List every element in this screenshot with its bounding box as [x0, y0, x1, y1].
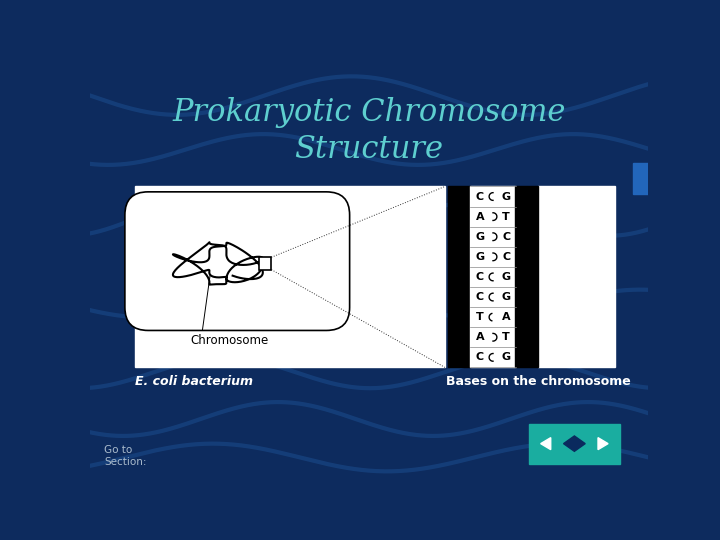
Bar [448, 186, 472, 367]
Text: C: C [476, 272, 484, 282]
Text: C: C [476, 353, 484, 362]
Text: Prokaryotic Chromosome: Prokaryotic Chromosome [172, 97, 566, 128]
Polygon shape [541, 437, 551, 450]
Text: C: C [502, 252, 510, 262]
Text: A: A [475, 332, 484, 342]
Text: Bases on the chromosome: Bases on the chromosome [446, 375, 631, 388]
Text: Structure: Structure [294, 134, 444, 165]
Text: C: C [476, 192, 484, 201]
Text: G: G [502, 272, 510, 282]
Text: Go to
Section:: Go to Section: [104, 445, 146, 467]
Text: A: A [502, 312, 510, 322]
Text: T: T [503, 212, 510, 221]
Bar [528, 423, 620, 464]
Bar [538, 186, 616, 367]
Bar [515, 186, 538, 367]
Text: E. coli bacterium: E. coli bacterium [135, 375, 253, 388]
Text: Chromosome: Chromosome [191, 334, 269, 347]
Text: T: T [503, 332, 510, 342]
Polygon shape [598, 437, 608, 450]
FancyBboxPatch shape [125, 192, 350, 330]
Bar [135, 186, 445, 367]
Text: T: T [476, 312, 484, 322]
Text: A: A [475, 212, 484, 221]
Text: G: G [475, 252, 485, 262]
Text: C: C [502, 232, 510, 242]
Text: C: C [476, 292, 484, 302]
Text: G: G [502, 353, 510, 362]
Bar [632, 164, 648, 194]
Bar [259, 257, 271, 269]
Polygon shape [564, 436, 585, 451]
Bar [469, 186, 516, 367]
Text: G: G [502, 192, 510, 201]
Text: G: G [475, 232, 485, 242]
Text: G: G [502, 292, 510, 302]
